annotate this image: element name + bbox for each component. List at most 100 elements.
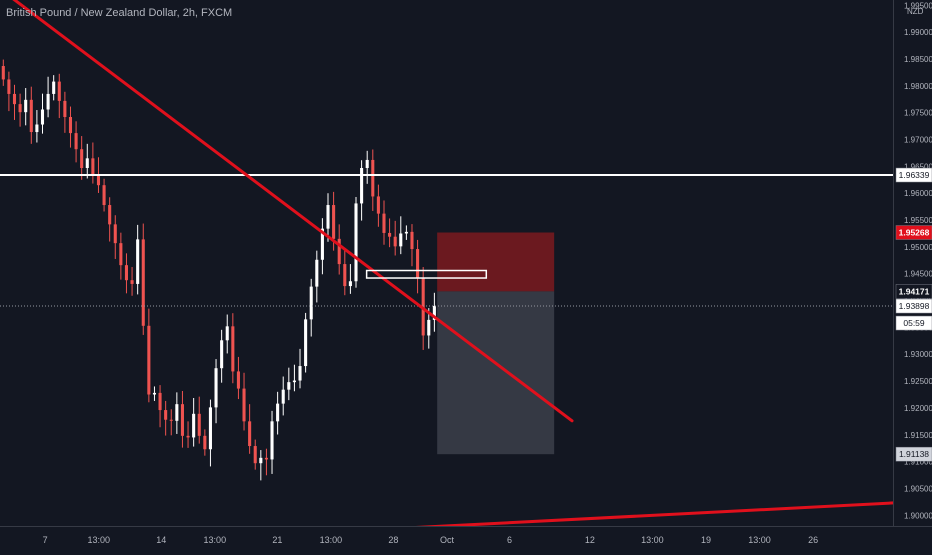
- candle-body: [164, 410, 168, 420]
- candle-body: [147, 325, 151, 395]
- candle-body: [91, 158, 95, 175]
- y-tick-label: 1.94500: [904, 270, 932, 279]
- candle-body: [85, 158, 89, 168]
- candle-body: [236, 371, 240, 389]
- candle-body: [192, 413, 196, 438]
- candle-body: [46, 93, 50, 110]
- candle-body: [393, 236, 397, 247]
- y-tick-label: 1.90000: [904, 511, 932, 520]
- candle-body: [427, 319, 431, 336]
- candle-body: [119, 243, 123, 266]
- candle-body: [332, 205, 336, 239]
- candle-body: [169, 419, 173, 421]
- y-tick-label: 1.96000: [904, 189, 932, 198]
- candle-body: [371, 159, 375, 197]
- candle-body: [404, 231, 408, 234]
- candle-body: [248, 421, 252, 447]
- candle-body: [326, 205, 330, 229]
- candle-body: [52, 81, 56, 94]
- candle-body: [29, 99, 33, 133]
- marker-box: [365, 269, 488, 279]
- price-tag-target-label: 1.91138: [899, 449, 929, 459]
- candle-body: [343, 264, 347, 287]
- candle-body: [35, 124, 39, 133]
- y-tick-label: 1.93000: [904, 350, 932, 359]
- candle-body: [24, 99, 28, 113]
- candle-body: [298, 366, 302, 381]
- x-tick-label: 26: [808, 535, 818, 545]
- candle-body: [399, 233, 403, 247]
- x-tick-label: 13:00: [320, 535, 343, 545]
- price-tag-entry-label: 1.94171: [899, 286, 930, 296]
- candle-body: [264, 457, 268, 460]
- candle-body: [197, 413, 201, 436]
- candle-body: [388, 232, 392, 237]
- candle-body: [180, 404, 184, 436]
- candle-body: [136, 239, 140, 284]
- y-tick-label: 1.91000: [904, 458, 932, 467]
- y-tick-label: 1.92000: [904, 404, 932, 413]
- x-tick-label: Oct: [440, 535, 455, 545]
- candle-body: [376, 196, 380, 214]
- price-tag-level: [895, 167, 932, 183]
- candle-body: [80, 149, 84, 168]
- price-tag-stop: [895, 225, 932, 240]
- candle-body: [231, 326, 235, 372]
- candle-body: [225, 326, 229, 341]
- candle-body: [253, 446, 257, 464]
- candle-body: [203, 435, 207, 450]
- candle-body: [242, 388, 246, 422]
- x-tick-label: 13:00: [641, 535, 664, 545]
- candle-body: [259, 457, 263, 464]
- candle-body: [7, 79, 11, 94]
- candle-body: [12, 93, 17, 105]
- price-tag-stop-label: 1.95268: [899, 228, 930, 238]
- candle-body: [96, 174, 101, 186]
- candle-body: [360, 167, 364, 204]
- y-tick-label: 1.97000: [904, 136, 932, 145]
- uptrend-line: [391, 501, 895, 531]
- candle-body: [74, 133, 78, 150]
- x-tick-label: 13:00: [87, 535, 110, 545]
- y-tick-label: 1.91500: [904, 431, 932, 440]
- x-tick-label: 21: [272, 535, 282, 545]
- candle-body: [113, 224, 117, 244]
- x-tick-label: 13:00: [204, 535, 227, 545]
- candle-body: [152, 392, 156, 395]
- candle-body: [276, 403, 280, 422]
- y-tick-label: 1.96500: [904, 162, 932, 171]
- x-tick-label: 14: [156, 535, 166, 545]
- candle-body: [287, 382, 291, 390]
- candle-body: [68, 117, 73, 134]
- candle-body: [186, 435, 190, 438]
- y-tick-label: 1.99500: [904, 1, 932, 10]
- candle-body: [108, 205, 112, 225]
- candle-body: [124, 265, 129, 281]
- x-tick-label: 6: [507, 535, 512, 545]
- candle-body: [102, 185, 106, 206]
- price-tag-countdown: [895, 315, 932, 331]
- candle-body: [348, 281, 352, 287]
- price-tag-countdown-label: 05:59: [903, 318, 925, 328]
- candle-body: [57, 81, 61, 101]
- currency-label: NZD: [907, 7, 924, 16]
- price-tag-entry: [895, 284, 932, 299]
- price-tag-last: [895, 298, 932, 314]
- y-tick-label: 1.92500: [904, 377, 932, 386]
- candle-body: [304, 319, 308, 367]
- y-tick-label: 1.95500: [904, 216, 932, 225]
- candle-body: [1, 66, 5, 80]
- x-tick-label: 28: [388, 535, 398, 545]
- candle-body: [130, 280, 134, 284]
- candle-body: [354, 203, 358, 282]
- candle-body: [18, 104, 22, 113]
- x-tick-label: 12: [585, 535, 595, 545]
- y-tick-label: 1.99000: [904, 28, 932, 37]
- y-tick-label: 1.90500: [904, 484, 932, 493]
- candle-body: [416, 249, 420, 278]
- candle-body: [382, 213, 386, 233]
- candle-body: [337, 238, 341, 265]
- candle-body: [40, 109, 45, 125]
